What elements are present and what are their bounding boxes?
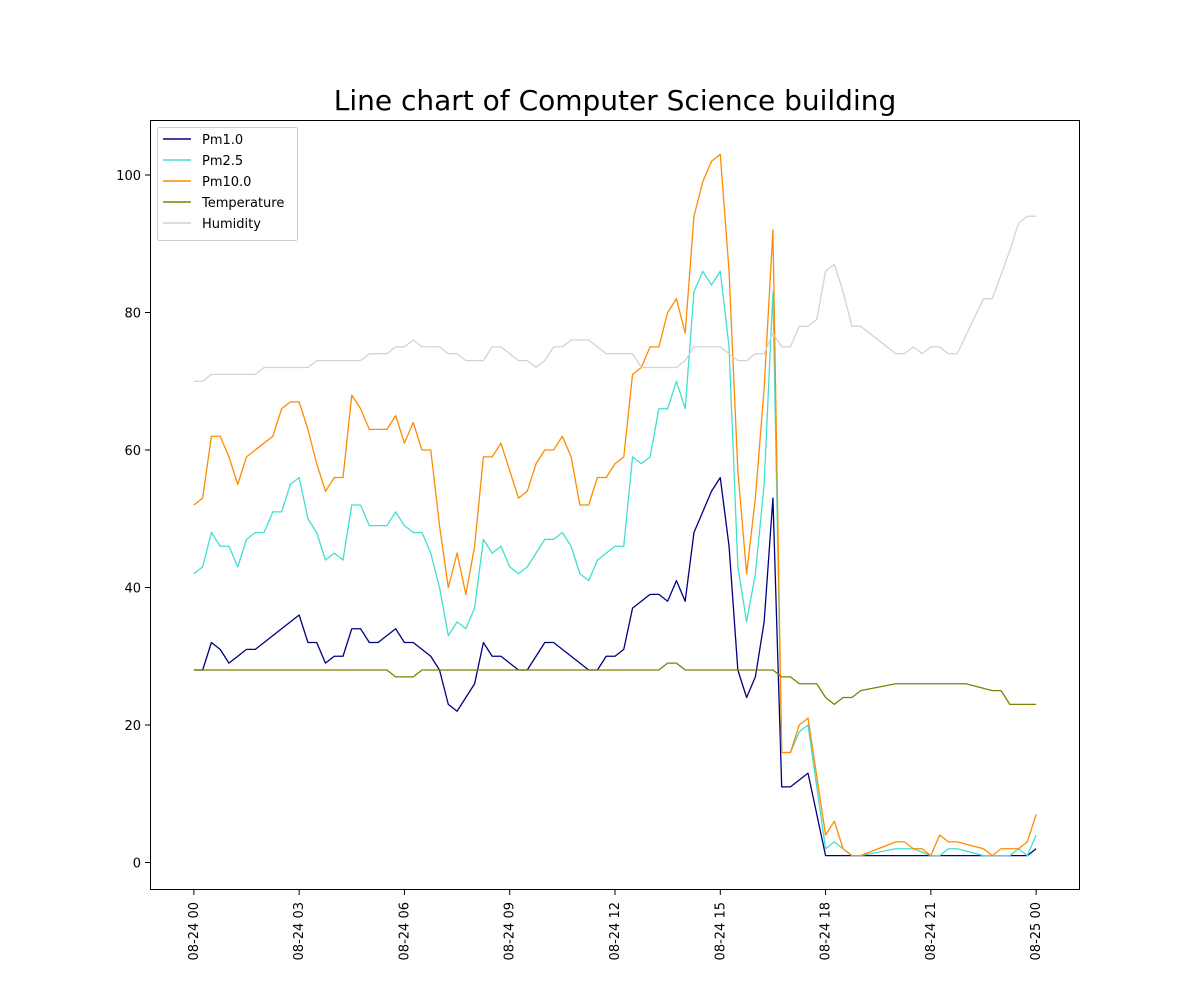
legend-label: Pm1.0 — [202, 133, 243, 148]
y-tick-label: 80 — [124, 307, 141, 322]
legend-label: Temperature — [201, 196, 284, 211]
series-line-humidity — [193, 215, 1037, 382]
x-tick-label: 08-24 18 — [819, 902, 834, 960]
x-tick-label: 08-24 03 — [292, 902, 307, 960]
x-tick-label: 08-24 00 — [187, 902, 202, 960]
legend: Pm1.0 Pm2.5 Pm10.0 Temperature Humidity — [157, 127, 298, 241]
x-tick-label: 08-24 21 — [924, 902, 939, 960]
legend-label: Humidity — [202, 217, 261, 232]
chart-title: Line chart of Computer Science building — [333, 84, 897, 117]
legend-label: Pm2.5 — [202, 154, 243, 169]
y-tick-label: 0 — [133, 857, 141, 872]
x-axis: 08-24 00 08-24 03 08-24 06 08-24 09 08-24 12… — [187, 890, 1044, 960]
legend-box — [157, 127, 298, 241]
y-tick-label: 40 — [124, 582, 141, 597]
y-axis: 0 20 40 60 80 100 — [116, 169, 150, 872]
series-line-pm10-0 — [193, 153, 1037, 857]
y-tick-label: 60 — [124, 444, 141, 459]
series-line-temperature — [193, 662, 1037, 706]
series-line-pm1-0 — [193, 476, 1037, 857]
x-tick-label: 08-24 06 — [397, 902, 412, 960]
plot-frame — [150, 120, 1080, 890]
x-tick-label: 08-24 09 — [503, 902, 518, 960]
series-line-pm2-5 — [193, 270, 1037, 857]
x-tick-label: 08-25 00 — [1029, 902, 1044, 960]
x-tick-label: 08-24 12 — [608, 902, 623, 960]
x-tick-label: 08-24 15 — [713, 902, 728, 960]
legend-label: Pm10.0 — [202, 175, 251, 190]
y-tick-label: 20 — [124, 719, 141, 734]
series-layer — [193, 153, 1037, 857]
y-tick-label: 100 — [116, 169, 141, 184]
